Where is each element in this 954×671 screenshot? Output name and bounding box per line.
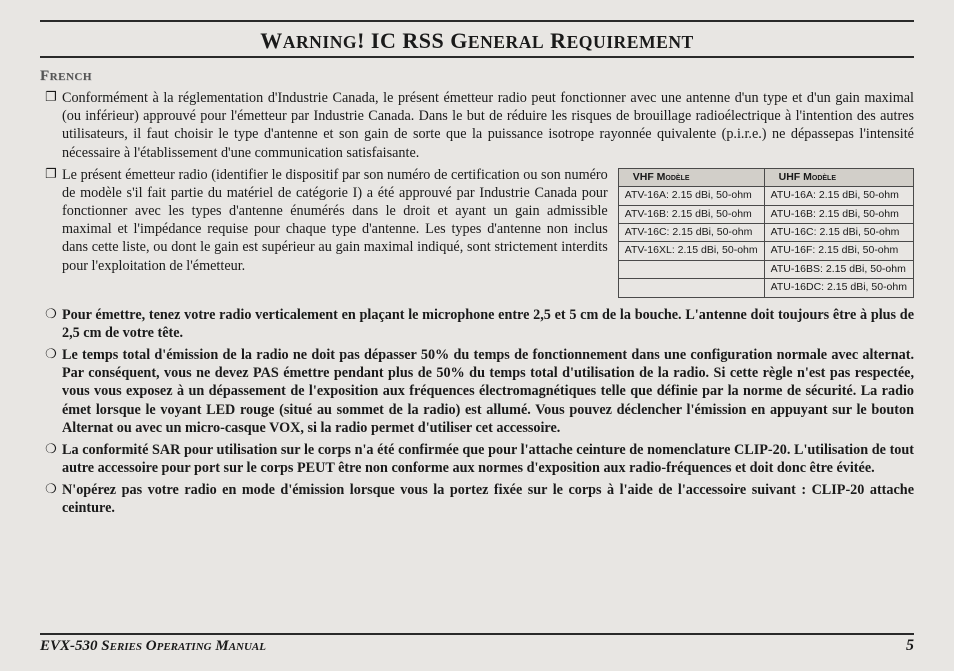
table-row: ATV-16C: 2.15 dBi, 50-ohmATU-16C: 2.15 d… [618, 224, 913, 242]
table-row: ATU-16DC: 2.15 dBi, 50-ohm [618, 279, 913, 297]
list-item-text: VHF ModèleUHF ModèleATV-16A: 2.15 dBi, 5… [62, 166, 914, 302]
section-subhead: French [40, 68, 914, 85]
list-item: ❍N'opérez pas votre radio en mode d'émis… [40, 481, 914, 517]
list-item-text: La conformité SAR pour utilisation sur l… [62, 441, 914, 477]
bullet-circle-icon: ❍ [40, 346, 62, 363]
table-cell [618, 279, 764, 297]
list-item: ❍Le temps total d'émission de la radio n… [40, 346, 914, 437]
list-item: ❐ VHF ModèleUHF ModèleATV-16A: 2.15 dBi, … [40, 166, 914, 302]
bullet-circle-icon: ❍ [40, 306, 62, 323]
table-header: UHF Modèle [764, 168, 913, 186]
page-number: 5 [906, 637, 914, 655]
list-item-text: Le temps total d'émission de la radio ne… [62, 346, 914, 437]
footer-manual-title: EVX-530 Series Operating Manual [40, 638, 266, 655]
table-header: VHF Modèle [618, 168, 764, 186]
table-cell: ATU-16BS: 2.15 dBi, 50-ohm [764, 260, 913, 278]
table-cell: ATV-16B: 2.15 dBi, 50-ohm [618, 205, 764, 223]
page-title: WARNING! IC RSS GENERAL REQUIREMENT [40, 28, 914, 54]
table-row: ATV-16B: 2.15 dBi, 50-ohmATU-16B: 2.15 d… [618, 205, 913, 223]
list-item: ❍La conformité SAR pour utilisation sur … [40, 441, 914, 477]
list-item-text: Pour émettre, tenez votre radio vertical… [62, 306, 914, 342]
table-cell: ATV-16A: 2.15 dBi, 50-ohm [618, 187, 764, 205]
bullet-circle-icon: ❍ [40, 441, 62, 458]
table-row: ATV-16A: 2.15 dBi, 50-ohmATU-16A: 2.15 d… [618, 187, 913, 205]
rule-under-title [40, 56, 914, 58]
list-item-text: Conformément à la réglementation d'Indus… [62, 89, 914, 162]
antenna-table: VHF ModèleUHF ModèleATV-16A: 2.15 dBi, 5… [618, 168, 914, 298]
page-footer: EVX-530 Series Operating Manual 5 [40, 633, 914, 655]
table-cell [618, 260, 764, 278]
list-item: ❍Pour émettre, tenez votre radio vertica… [40, 306, 914, 342]
table-cell: ATU-16B: 2.15 dBi, 50-ohm [764, 205, 913, 223]
table-cell: ATU-16A: 2.15 dBi, 50-ohm [764, 187, 913, 205]
list-item: ❐Conformément à la réglementation d'Indu… [40, 89, 914, 162]
table-cell: ATV-16XL: 2.15 dBi, 50-ohm [618, 242, 764, 260]
table-row: ATU-16BS: 2.15 dBi, 50-ohm [618, 260, 913, 278]
bullet-circle-icon: ❍ [40, 481, 62, 498]
antenna-table-wrap: VHF ModèleUHF ModèleATV-16A: 2.15 dBi, 5… [618, 168, 914, 298]
table-cell: ATU-16DC: 2.15 dBi, 50-ohm [764, 279, 913, 297]
list-item-text: N'opérez pas votre radio en mode d'émiss… [62, 481, 914, 517]
table-cell: ATU-16C: 2.15 dBi, 50-ohm [764, 224, 913, 242]
table-cell: ATV-16C: 2.15 dBi, 50-ohm [618, 224, 764, 242]
content-list: ❐Conformément à la réglementation d'Indu… [40, 89, 914, 518]
bullet-box-icon: ❐ [40, 89, 62, 106]
rule-top [40, 20, 914, 22]
table-row: ATV-16XL: 2.15 dBi, 50-ohmATU-16F: 2.15 … [618, 242, 913, 260]
table-cell: ATU-16F: 2.15 dBi, 50-ohm [764, 242, 913, 260]
bullet-box-icon: ❐ [40, 166, 62, 183]
